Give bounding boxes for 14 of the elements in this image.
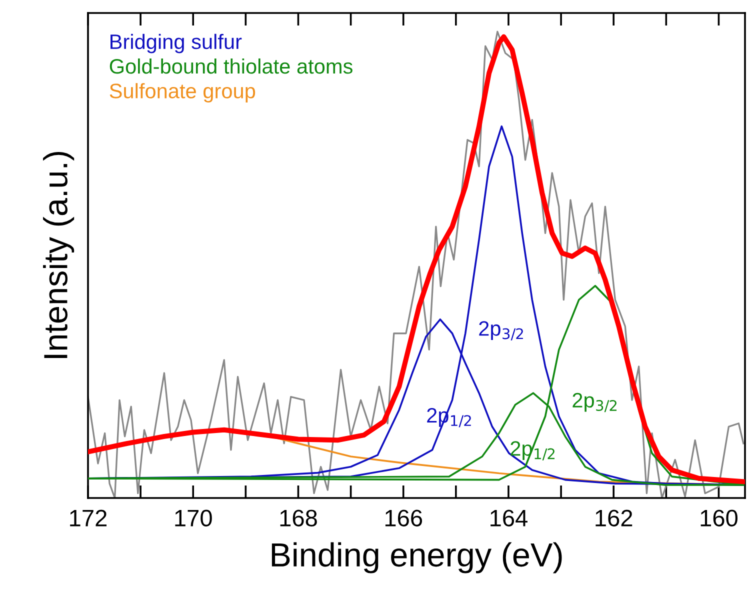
y-axis-title: Intensity (a.u.) — [43, 152, 74, 358]
x-tick-label: 164 — [490, 510, 528, 526]
x-tick-label: 168 — [280, 510, 317, 526]
x-axis-title: Binding energy (eV) — [272, 542, 562, 574]
text: Gold-bound thiolate atoms — [110, 58, 352, 74]
x-tick-label: 166 — [385, 510, 422, 526]
annotation: 2p$_{3/2}$ — [572, 392, 617, 412]
text: Sulfonate group — [110, 83, 256, 103]
x-tick-label: 162 — [596, 510, 632, 526]
text: Bridging sulfur — [110, 34, 242, 54]
x-tick-label: 160 — [700, 510, 738, 526]
x-tick-label: 170 — [175, 510, 212, 526]
x-tick-label: 172 — [70, 510, 107, 526]
annotation: 2p$_{3/2}$ — [479, 321, 523, 340]
